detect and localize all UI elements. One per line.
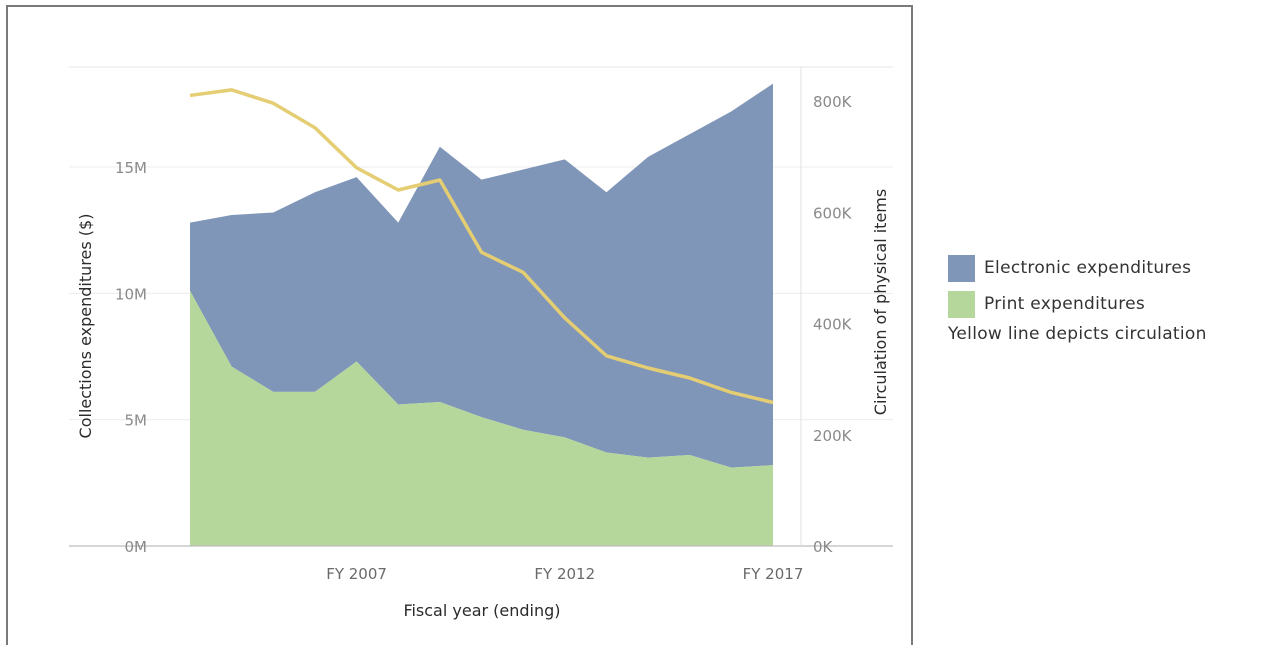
x-tick-label: FY 2012 xyxy=(534,565,595,583)
legend: Electronic expenditures Print expenditur… xyxy=(948,250,1207,344)
axis-layer: 0M 5M 10M 15M 0K 200K 400K 600K 800K FY 2007 FY 20… xyxy=(69,67,893,583)
x-tick-label: FY 2007 xyxy=(326,565,387,583)
chart-svg: 0M 5M 10M 15M 0K 200K 400K 600K 800K FY 2007 FY 20… xyxy=(69,66,893,620)
legend-label-print: Print expenditures xyxy=(984,294,1146,314)
legend-note-circulation: Yellow line depicts circulation xyxy=(948,324,1207,344)
right-y-axis-title: Circulation of physical items xyxy=(871,189,890,415)
electronic-expenditures-area xyxy=(190,83,773,468)
right-tick-label: 200K xyxy=(813,427,853,445)
left-tick-label: 5M xyxy=(125,412,148,430)
x-axis-title: Fiscal year (ending) xyxy=(403,601,560,620)
legend-swatch-electronic xyxy=(948,254,975,282)
right-tick-label: 400K xyxy=(813,316,853,334)
right-tick-label: 0K xyxy=(813,538,834,556)
legend-item-print: Print expenditures xyxy=(948,286,1207,322)
right-tick-label: 800K xyxy=(813,93,853,111)
left-tick-label: 15M xyxy=(115,159,147,177)
legend-label-electronic: Electronic expenditures xyxy=(984,258,1192,278)
legend-swatch-print xyxy=(948,290,975,318)
x-tick-label: FY 2017 xyxy=(743,565,804,583)
chart-frame xyxy=(6,5,913,645)
left-y-axis-title: Collections expenditures ($) xyxy=(76,214,95,439)
print-expenditures-area xyxy=(190,290,773,546)
left-tick-label: 0M xyxy=(125,538,148,556)
circulation-line xyxy=(189,88,774,405)
area-layer xyxy=(190,83,773,546)
legend-item-electronic: Electronic expenditures xyxy=(948,250,1207,286)
right-tick-label: 600K xyxy=(813,204,853,222)
line-layer xyxy=(189,88,774,405)
left-tick-label: 10M xyxy=(115,285,147,303)
